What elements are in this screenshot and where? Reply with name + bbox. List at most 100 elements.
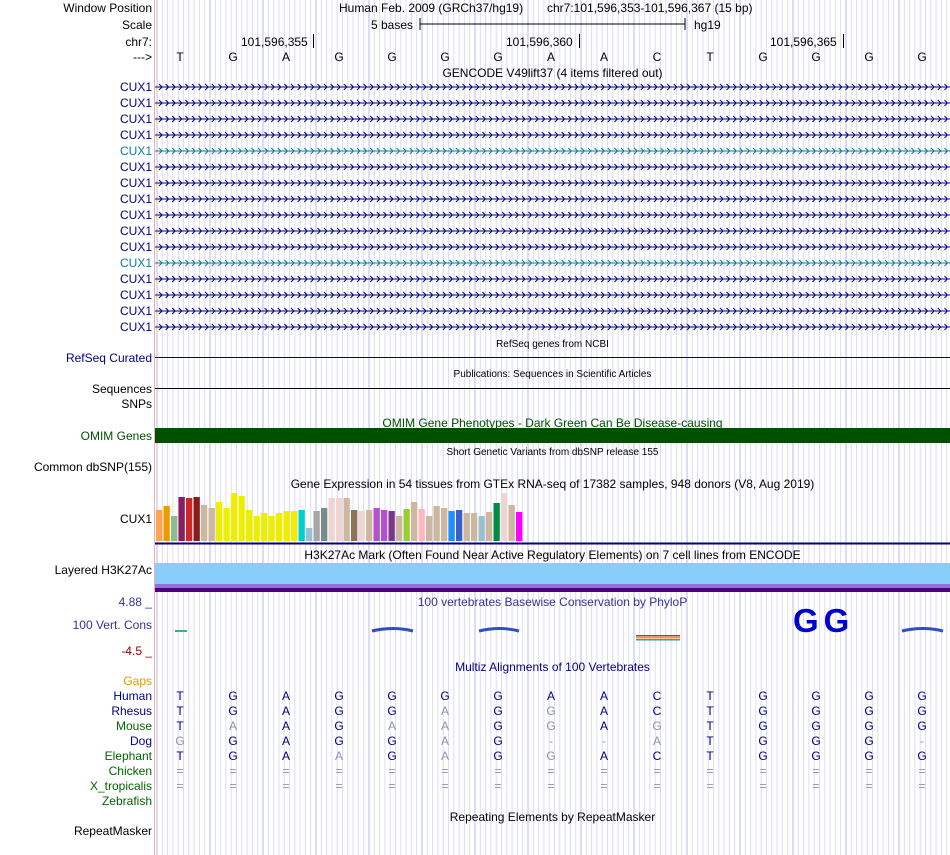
gencode-item-label[interactable]: CUX1 <box>119 192 152 206</box>
sequences-label[interactable]: Sequences <box>91 382 152 396</box>
gencode-transcript-line[interactable] <box>155 241 950 253</box>
gtex-tissue-bar[interactable] <box>238 496 245 541</box>
h3k27ac-layer[interactable] <box>155 584 950 588</box>
gtex-tissue-bar[interactable] <box>343 498 350 541</box>
gencode-item-label[interactable]: CUX1 <box>119 160 152 174</box>
gtex-tissue-bar[interactable] <box>163 506 170 541</box>
omim-label[interactable]: OMIM Genes <box>80 429 152 443</box>
repeatmasker-track-title[interactable]: Repeating Elements by RepeatMasker <box>449 810 656 824</box>
gencode-item-label[interactable]: CUX1 <box>119 208 152 222</box>
multiz-species-label[interactable]: Zebrafish <box>101 794 152 808</box>
gencode-item-label[interactable]: CUX1 <box>119 272 152 286</box>
h3k27ac-label[interactable]: Layered H3K27Ac <box>54 563 152 577</box>
gtex-tissue-bar[interactable] <box>261 513 268 541</box>
gencode-transcript-line[interactable] <box>155 209 950 221</box>
conservation-label[interactable]: 100 Vert. Cons <box>72 618 152 632</box>
gencode-item-label[interactable]: CUX1 <box>119 176 152 190</box>
gtex-tissue-bar[interactable] <box>216 502 223 541</box>
gencode-transcript-line[interactable] <box>155 257 950 269</box>
gencode-track-title[interactable]: GENCODE V49lift37 (4 items filtered out) <box>442 66 663 80</box>
gtex-tissue-bar[interactable] <box>253 516 260 541</box>
multiz-species-label[interactable]: Elephant <box>104 749 152 763</box>
gtex-tissue-bar[interactable] <box>516 512 523 541</box>
multiz-species-label[interactable]: Rhesus <box>111 704 152 718</box>
gencode-item-label[interactable]: CUX1 <box>119 320 152 334</box>
snps-label[interactable]: SNPs <box>121 397 152 411</box>
gtex-tissue-bar[interactable] <box>463 513 470 541</box>
gencode-item-label[interactable]: CUX1 <box>119 240 152 254</box>
gtex-tissue-bar[interactable] <box>486 512 493 541</box>
gtex-bar-chart[interactable] <box>155 490 950 546</box>
gencode-transcript-line[interactable] <box>155 113 950 125</box>
gtex-track-title[interactable]: Gene Expression in 54 tissues from GTEx … <box>290 477 815 491</box>
omim-track-title[interactable]: OMIM Gene Phenotypes - Dark Green Can Be… <box>382 416 723 430</box>
refseq-track-title[interactable]: RefSeq genes from NCBI <box>496 339 609 350</box>
gtex-tissue-bar[interactable] <box>246 510 253 541</box>
conservation-track-title[interactable]: 100 vertebrates Basewise Conservation by… <box>417 595 688 609</box>
gencode-transcript-line[interactable] <box>155 273 950 285</box>
gtex-tissue-bar[interactable] <box>478 516 485 541</box>
gencode-item-label[interactable]: CUX1 <box>119 80 152 94</box>
multiz-track-title[interactable]: Multiz Alignments of 100 Vertebrates <box>455 660 650 674</box>
multiz-species-label[interactable]: Dog <box>129 734 152 748</box>
h3k27ac-layer[interactable] <box>155 588 950 592</box>
gtex-tissue-bar[interactable] <box>171 516 178 541</box>
multiz-species-label[interactable]: Chicken <box>108 764 152 778</box>
gtex-tissue-bar[interactable] <box>358 511 365 541</box>
gencode-item-label[interactable]: CUX1 <box>119 128 152 142</box>
gtex-tissue-bar[interactable] <box>418 509 425 541</box>
multiz-species-label[interactable]: Human <box>113 689 152 703</box>
gencode-item-label[interactable]: CUX1 <box>119 112 152 126</box>
gencode-transcript-line[interactable] <box>155 129 950 141</box>
gencode-transcript-line[interactable] <box>155 305 950 317</box>
h3k27ac-track-title[interactable]: H3K27Ac Mark (Often Found Near Active Re… <box>304 548 801 562</box>
gencode-transcript-line[interactable] <box>155 97 950 109</box>
gencode-transcript-line[interactable] <box>155 177 950 189</box>
gtex-tissue-bar[interactable] <box>403 509 410 541</box>
gtex-tissue-bar[interactable] <box>313 511 320 541</box>
gencode-item-label[interactable]: CUX1 <box>119 144 152 158</box>
gtex-tissue-bar[interactable] <box>381 510 388 541</box>
gencode-transcript-line[interactable] <box>155 289 950 301</box>
gtex-tissue-bar[interactable] <box>193 497 200 541</box>
gtex-tissue-bar[interactable] <box>508 505 515 541</box>
gtex-tissue-bar[interactable] <box>448 511 455 541</box>
gencode-transcript-line[interactable] <box>155 321 950 333</box>
gtex-tissue-bar[interactable] <box>291 511 298 541</box>
gtex-tissue-bar[interactable] <box>208 508 215 541</box>
gtex-tissue-bar[interactable] <box>186 498 193 541</box>
multiz-species-label[interactable]: X_tropicalis <box>89 779 152 793</box>
gtex-tissue-bar[interactable] <box>426 516 433 541</box>
multiz-species-label[interactable]: Mouse <box>115 719 152 733</box>
gtex-tissue-bar[interactable] <box>493 503 500 541</box>
gtex-tissue-bar[interactable] <box>396 516 403 541</box>
gencode-item-label[interactable]: CUX1 <box>119 288 152 302</box>
dbsnp-track-title[interactable]: Short Genetic Variants from dbSNP releas… <box>446 447 659 458</box>
gtex-tissue-bar[interactable] <box>328 498 335 541</box>
gtex-tissue-bar[interactable] <box>276 513 283 541</box>
gtex-tissue-bar[interactable] <box>298 510 305 541</box>
publications-line[interactable] <box>155 388 950 389</box>
gencode-transcript-line[interactable] <box>155 161 950 173</box>
gtex-tissue-bar[interactable] <box>471 513 478 541</box>
conservation-signal[interactable] <box>155 606 950 646</box>
gtex-tissue-bar[interactable] <box>411 502 418 541</box>
dbsnp-label[interactable]: Common dbSNP(155) <box>33 460 152 474</box>
gencode-transcript-line[interactable] <box>155 145 950 157</box>
refseq-label[interactable]: RefSeq Curated <box>65 351 152 365</box>
gtex-tissue-bar[interactable] <box>351 510 358 541</box>
gtex-tissue-bar[interactable] <box>366 510 373 541</box>
gtex-tissue-bar[interactable] <box>201 505 208 541</box>
gencode-item-label[interactable]: CUX1 <box>119 256 152 270</box>
gencode-transcript-line[interactable] <box>155 193 950 205</box>
gencode-item-label[interactable]: CUX1 <box>119 224 152 238</box>
gtex-tissue-bar[interactable] <box>373 508 380 541</box>
gtex-tissue-bar[interactable] <box>223 508 230 541</box>
gencode-transcript-line[interactable] <box>155 81 950 93</box>
gtex-tissue-bar[interactable] <box>156 510 163 541</box>
gencode-item-label[interactable]: CUX1 <box>119 96 152 110</box>
gtex-tissue-bar[interactable] <box>283 511 290 541</box>
gencode-transcript-line[interactable] <box>155 225 950 237</box>
gtex-tissue-bar[interactable] <box>433 506 440 541</box>
